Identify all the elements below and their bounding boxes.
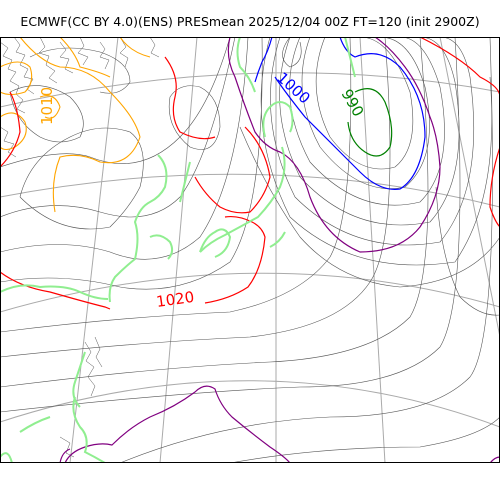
parallel bbox=[0, 72, 500, 108]
contour-990 bbox=[347, 88, 393, 157]
map-title: ECMWF(CC BY 4.0)(ENS) PRESmean 2025/12/0… bbox=[20, 14, 480, 29]
meridian bbox=[439, 37, 500, 338]
coastline-japan-honshu bbox=[199, 146, 286, 253]
coastline-taiwan bbox=[72, 351, 86, 408]
terrain-contours bbox=[0, 37, 160, 458]
graticule bbox=[0, 37, 500, 463]
coastline-indochina bbox=[0, 452, 13, 463]
coastline-south bbox=[19, 416, 51, 433]
label-1010: 1010 bbox=[38, 87, 56, 125]
parallel bbox=[0, 380, 500, 428]
map-canvas: 1020 1010 1000 990 bbox=[0, 37, 500, 463]
contour-1010 bbox=[0, 37, 151, 213]
meridian bbox=[159, 37, 198, 463]
meridian bbox=[359, 37, 386, 463]
coastline-kyushu bbox=[199, 228, 232, 258]
coastline-china-east bbox=[0, 284, 109, 300]
parallel bbox=[0, 272, 500, 313]
contour-purple bbox=[59, 37, 500, 463]
coastline bbox=[0, 37, 356, 463]
contour-1020 bbox=[0, 37, 500, 310]
coastline-sakhalin bbox=[236, 37, 256, 93]
label-1020: 1020 bbox=[155, 288, 195, 311]
contour-1000 bbox=[254, 37, 426, 190]
coastline-kamchatka bbox=[344, 37, 356, 78]
isobars-thin bbox=[0, 37, 500, 463]
coastline-korea bbox=[108, 154, 168, 303]
coastline-hokkaido bbox=[262, 101, 294, 138]
coastline-philippines bbox=[72, 396, 106, 463]
pressure-map: 1020 1010 1000 990 bbox=[0, 37, 500, 463]
meridian bbox=[69, 37, 119, 463]
parallel bbox=[0, 173, 500, 208]
